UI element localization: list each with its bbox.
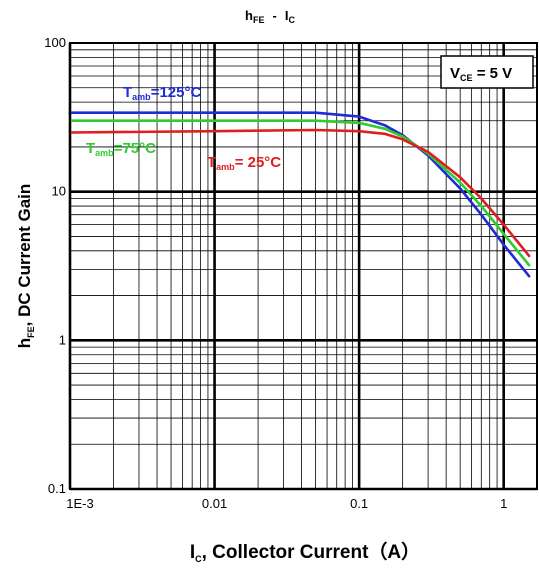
series-line-2 — [68, 128, 531, 258]
x-tick-label: 0.01 — [202, 496, 227, 511]
series-labels: Tamb=125°C Tamb=75°C Tamb= 25°C — [86, 84, 281, 172]
y-tick-label: 0.1 — [48, 481, 66, 496]
series-label-75: Tamb=75°C — [86, 140, 156, 158]
x-tick-label: 1E-3 — [66, 496, 93, 511]
grid — [68, 43, 537, 491]
condition-box: VCE = 5 V — [440, 55, 534, 89]
y-tick-label: 1 — [59, 332, 66, 347]
series-label-25: Tamb= 25°C — [207, 154, 281, 172]
condition-label: VCE = 5 V — [450, 65, 512, 83]
x-axis-label: IC, Collector Current（A） — [190, 540, 420, 564]
y-axis-label: hFE, DC Current Gain — [15, 184, 36, 349]
chart-title: hFE - IC — [245, 8, 295, 25]
tick-labels: 1E-3 0.01 0.1 1 0.1 1 10 100 — [44, 35, 507, 511]
series-line-1 — [68, 119, 531, 267]
series-lines — [68, 111, 531, 278]
x-tick-label: 1 — [500, 496, 507, 511]
x-tick-label: 0.1 — [350, 496, 368, 511]
plot-frame — [69, 42, 538, 490]
y-tick-label: 10 — [52, 184, 66, 199]
series-label-125: Tamb=125°C — [123, 84, 201, 102]
y-tick-label: 100 — [44, 35, 66, 50]
